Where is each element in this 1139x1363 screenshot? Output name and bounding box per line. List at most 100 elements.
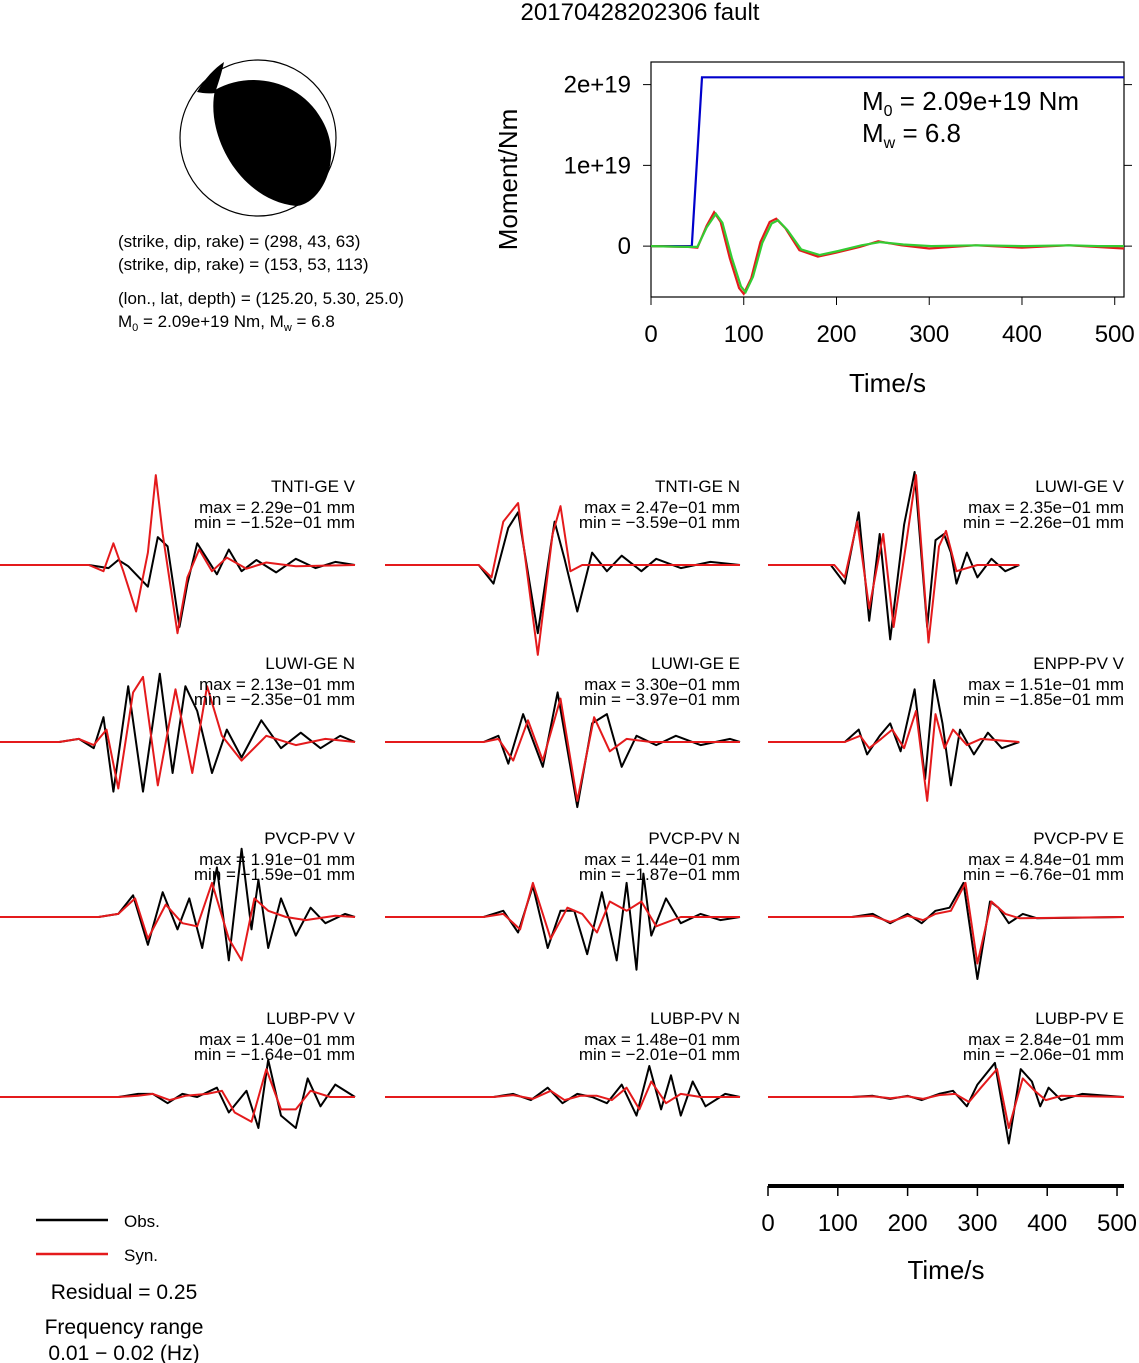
waveform-syn <box>0 1068 355 1123</box>
moment-y-tick-label: 1e+19 <box>564 152 631 179</box>
moment-y-tick-label: 2e+19 <box>564 72 631 99</box>
min-label: min = −1.85e−01 mm <box>963 690 1124 709</box>
moment-x-tick-label: 100 <box>724 321 764 348</box>
waveform-syn <box>768 881 1125 965</box>
station-label: LUWI-GE N <box>265 654 355 673</box>
waveform-obs <box>0 536 356 628</box>
plane1-text: (strike, dip, rake) = (298, 43, 63) <box>118 232 360 251</box>
station-label: LUWI-GE E <box>651 654 740 673</box>
min-label: min = −1.87e−01 mm <box>579 865 740 884</box>
waveform-syn <box>385 697 740 802</box>
max-label: max = 2.13e−01 mm <box>199 675 355 694</box>
frequency-label: Frequency range <box>45 1316 204 1339</box>
figure-title: 20170428202306 fault <box>521 0 760 26</box>
waveform-obs <box>768 881 1125 980</box>
moment-y-tick-label: 0 <box>618 233 631 260</box>
max-label: max = 1.40e−01 mm <box>199 1030 355 1049</box>
waveform-obs <box>768 1061 1125 1145</box>
station-label: LUBP-PV E <box>1035 1009 1124 1028</box>
waveform-syn <box>385 881 740 940</box>
waveform-obs <box>0 672 356 793</box>
station-label: LUBP-PV V <box>266 1009 355 1028</box>
max-label: max = 2.29e−01 mm <box>199 498 355 517</box>
beachball-compression-quadrant <box>213 80 332 206</box>
station-label: TNTI-GE N <box>655 477 740 496</box>
waveform-obs <box>385 511 741 635</box>
max-label: max = 4.84e−01 mm <box>968 850 1124 869</box>
min-label: min = −2.26e−01 mm <box>963 513 1124 532</box>
min-label: min = −2.01e−01 mm <box>579 1045 740 1064</box>
waveform-syn <box>768 710 1020 802</box>
waveform-syn <box>768 1068 1125 1129</box>
moment-plot-frame <box>650 61 1125 298</box>
frequency-value: 0.01 − 0.02 (Hz) <box>48 1342 199 1363</box>
moment-series-2 <box>650 211 1124 295</box>
min-label: min = −1.59e−01 mm <box>194 865 355 884</box>
moment-x-tick-label: 500 <box>1095 321 1135 348</box>
max-label: max = 3.30e−01 mm <box>584 675 740 694</box>
moment-y-axis-label: Moment/Nm <box>493 109 523 251</box>
waveform-obs <box>385 1065 741 1117</box>
beachball <box>179 59 337 217</box>
min-label: min = −1.52e−01 mm <box>194 513 355 532</box>
min-label: min = −2.35e−01 mm <box>194 690 355 709</box>
bottom-x-tick-label: 0 <box>761 1210 774 1237</box>
max-label: max = 1.91e−01 mm <box>199 850 355 869</box>
moment-m0-annotation: M0 = 2.09e+19 Nm <box>862 86 1079 120</box>
bottom-time-axis: 0 100 200 300 400 500 Time/s <box>761 1184 1137 1285</box>
m0-line-text: M0 = 2.09e+19 Nm, Mw = 6.8 <box>118 312 335 334</box>
location-text: (lon., lat, depth) = (125.20, 5.30, 25.0… <box>118 289 404 308</box>
moment-x-axis-label: Time/s <box>849 368 926 398</box>
waveform-syn <box>0 881 356 962</box>
moment-x-tick-label: 300 <box>909 321 949 348</box>
waveform-syn <box>0 675 356 790</box>
waveform-obs <box>385 872 741 971</box>
max-label: max = 2.47e−01 mm <box>584 498 740 517</box>
bottom-x-axis-label: Time/s <box>907 1255 984 1285</box>
max-label: max = 2.35e−01 mm <box>968 498 1124 517</box>
station-label: LUBP-PV N <box>650 1009 740 1028</box>
waveform-syn <box>0 474 356 635</box>
legend-syn-label: Syn. <box>124 1246 158 1265</box>
min-label: min = −2.06e−01 mm <box>963 1045 1124 1064</box>
bottom-x-tick-label: 400 <box>1027 1210 1067 1237</box>
moment-x-tick-label: 400 <box>1002 321 1042 348</box>
bottom-x-tick-label: 100 <box>818 1210 858 1237</box>
waveform-obs <box>0 1058 356 1129</box>
station-label: PVCP-PV N <box>648 829 740 848</box>
station-label: ENPP-PV V <box>1033 654 1124 673</box>
bottom-x-tick-label: 500 <box>1097 1210 1137 1237</box>
beachball-compression-cap <box>197 62 224 94</box>
bottom-x-tick-label: 200 <box>888 1210 928 1237</box>
station-label: LUWI-GE V <box>1035 477 1124 496</box>
residual-text: Residual = 0.25 <box>51 1281 198 1304</box>
moment-x-tick-label: 0 <box>644 321 657 348</box>
waveform-obs <box>0 847 356 962</box>
waveform-syn <box>385 502 740 656</box>
station-label: PVCP-PV E <box>1033 829 1124 848</box>
min-label: min = −3.59e−01 mm <box>579 513 740 532</box>
max-label: max = 1.51e−01 mm <box>968 675 1124 694</box>
waveform-syn <box>768 474 1020 644</box>
station-label: PVCP-PV V <box>264 829 355 848</box>
legend: Obs. Syn. <box>36 1212 160 1265</box>
max-label: max = 2.84e−01 mm <box>968 1030 1124 1049</box>
bottom-x-tick-label: 300 <box>957 1210 997 1237</box>
moment-x-tick-label: 200 <box>816 321 856 348</box>
plane2-text: (strike, dip, rake) = (153, 53, 113) <box>118 255 369 274</box>
max-label: max = 1.44e−01 mm <box>584 850 740 869</box>
